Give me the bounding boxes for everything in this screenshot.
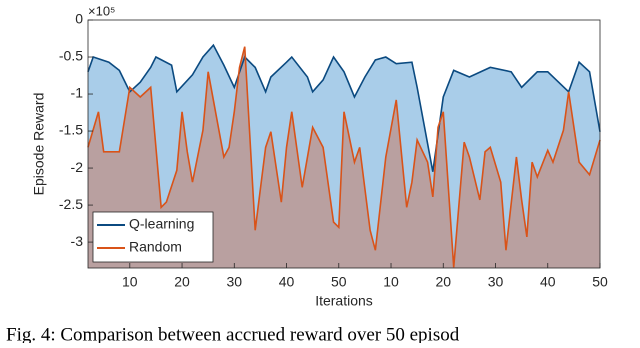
x-tick-label: 10 [383, 274, 399, 290]
x-tick-label: 30 [226, 274, 242, 290]
y-tick-label: -2.5 [59, 196, 83, 212]
x-tick-label: 40 [279, 274, 295, 290]
x-tick-label: 10 [122, 274, 138, 290]
x-tick-label: 30 [488, 274, 504, 290]
y-tick-label: -0.5 [59, 48, 83, 64]
y-tick-label: -3 [71, 233, 84, 249]
y-tick-label: -1 [71, 85, 84, 101]
caption: Fig. 4: Comparison between accrued rewar… [6, 324, 460, 343]
line [87, 46, 601, 268]
x-tick-label: 40 [540, 274, 556, 290]
line [87, 43, 601, 172]
x-tick-label: 20 [435, 274, 451, 290]
legend-label: Random [129, 239, 182, 255]
legend-box [92, 211, 214, 263]
y-axis-label: Episode Reward [31, 93, 47, 196]
area [88, 46, 600, 269]
y-multiplier: ×10⁵ [88, 3, 115, 18]
x-tick-label: 20 [174, 274, 190, 290]
y-tick-label: 0 [75, 11, 83, 27]
x-tick-label: 50 [592, 274, 608, 290]
legend-label: Q-learning [129, 216, 194, 232]
y-tick-label: -2 [71, 159, 84, 175]
y-tick-label: -1.5 [59, 122, 83, 138]
x-tick-label: 50 [331, 274, 347, 290]
plot-frame [87, 19, 601, 269]
x-axis-label: Iterations [315, 293, 373, 309]
